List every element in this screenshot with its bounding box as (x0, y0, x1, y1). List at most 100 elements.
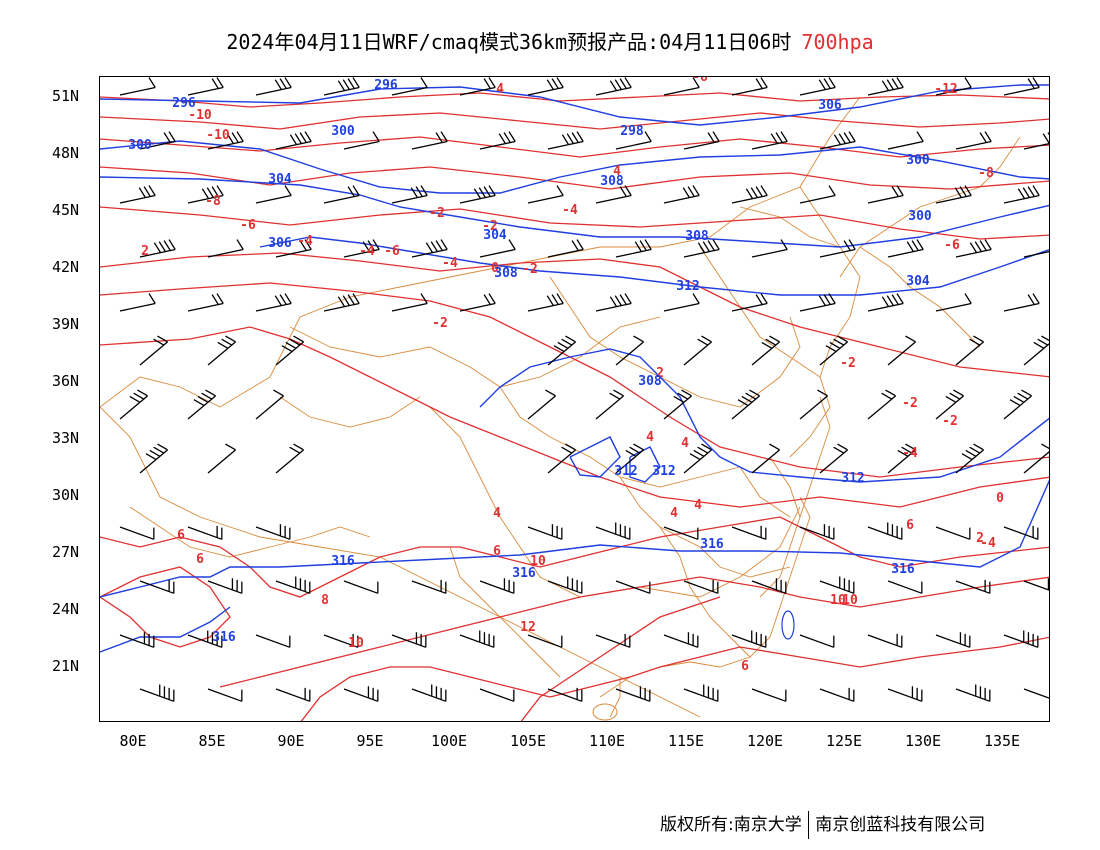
temperature-label: 10 (842, 593, 858, 608)
wind-barb (663, 77, 700, 96)
chart-title: 2024年04月11日WRF/cmaq模式36km预报产品:04月11日06时 7… (0, 26, 1100, 55)
wind-barb (119, 293, 156, 312)
wind-barb (615, 443, 644, 474)
temperature-label: 4 (670, 506, 678, 521)
wind-barb (547, 131, 584, 150)
temperature-label: -4 (297, 234, 313, 249)
temperature-contour (100, 206, 1049, 240)
wind-barb (1003, 77, 1040, 96)
wind-barb (595, 389, 624, 420)
lon-label-80E: 80E (119, 732, 147, 750)
wind-barb (819, 131, 856, 150)
wind-barb (663, 632, 699, 648)
wind-barb (1023, 578, 1049, 594)
wind-barb (343, 131, 380, 150)
temperature-contour (219, 576, 1049, 688)
boundary-line (659, 526, 751, 658)
wind-barb (139, 239, 176, 258)
wind-barb (683, 335, 712, 366)
geopotential-label: 308 (600, 174, 624, 189)
geopotential-label: 316 (700, 537, 724, 552)
temperature-label: 12 (520, 620, 536, 635)
wind-barb (139, 443, 168, 474)
geopotential-label: 306 (268, 236, 292, 251)
wind-barb (887, 131, 924, 150)
geopotential-contour (100, 176, 1049, 248)
wind-barb (935, 526, 971, 540)
geopotential-label: 308 (685, 229, 709, 244)
wind-barb (527, 524, 563, 540)
wind-barb (547, 576, 583, 594)
lat-label-33N: 33N (52, 429, 80, 447)
wind-barb (343, 686, 379, 702)
wind-barb (935, 632, 971, 648)
wind-barb (683, 131, 720, 150)
wind-barb (343, 239, 380, 258)
wind-barb (799, 389, 828, 420)
wind-barb (323, 185, 360, 204)
wind-barb (1023, 688, 1049, 702)
wind-barb (411, 579, 447, 594)
wind-barb (255, 634, 291, 648)
wind-barb (955, 443, 984, 474)
title-text: 2024年04月11日WRF/cmaq模式36km预报产品:04月11日06时 (226, 30, 792, 54)
geopotential-contour (100, 84, 1049, 126)
wind-barb (275, 443, 304, 474)
wind-barb (1023, 443, 1049, 474)
geopotential-label: 300 (128, 138, 152, 153)
geopotential-label: 312 (652, 464, 675, 479)
wind-barb (683, 443, 712, 474)
wind-barb (935, 293, 972, 312)
wind-barb (323, 77, 360, 96)
temperature-label: -2 (429, 206, 445, 221)
geopotential-label: 308 (494, 266, 518, 281)
temperature-label: 2 (656, 366, 664, 381)
lat-label-24N: 24N (52, 600, 80, 618)
wind-barb (615, 131, 652, 150)
wind-barb (119, 526, 155, 540)
wind-barb (527, 293, 564, 312)
wind-barb (731, 389, 760, 420)
temperature-contour (100, 136, 1049, 158)
temperature-label: -2 (432, 316, 448, 331)
temperature-label: 2 (141, 244, 149, 259)
wind-barb (411, 239, 448, 258)
wind-barb (527, 634, 563, 648)
lon-label-85E: 85E (198, 732, 226, 750)
wind-barb (1003, 389, 1032, 420)
hainan-outline (592, 703, 618, 721)
wind-barb (119, 389, 148, 420)
temperature-label: -2 (840, 356, 856, 371)
lon-label-135E: 135E (983, 732, 1021, 750)
wind-barb (615, 239, 652, 258)
temperature-contour (100, 566, 231, 648)
geopotential-contour (569, 436, 621, 478)
boundary-line (599, 496, 811, 698)
wind-barb (955, 131, 992, 150)
wind-barb (207, 443, 236, 474)
footer-right: 南京创蓝科技有限公司 (815, 815, 986, 835)
lon-label-105E: 105E (509, 732, 547, 750)
copyright-footer: 版权所有:南京大学 南京创蓝科技有限公司 (660, 810, 985, 839)
geopotential-label: 316 (331, 554, 355, 569)
wind-barb (459, 630, 495, 648)
wind-barb (391, 293, 428, 312)
wind-barb (731, 185, 768, 204)
geopotential-label: 308 (638, 374, 662, 389)
boundary-line (129, 506, 371, 558)
lat-label-39N: 39N (52, 315, 80, 333)
geopotential-label: 300 (331, 124, 355, 139)
temperature-label: 6 (177, 528, 185, 543)
lat-label-51N: 51N (52, 87, 80, 105)
wind-barb (663, 526, 699, 540)
lon-label-100E: 100E (430, 732, 468, 750)
wind-barb (935, 77, 972, 96)
boundary-line (100, 406, 701, 718)
lat-label-27N: 27N (52, 543, 80, 561)
wind-barb (187, 389, 216, 420)
wind-barb (187, 185, 224, 204)
wind-barb (867, 633, 903, 648)
lon-label-130E: 130E (904, 732, 942, 750)
wind-barb (479, 578, 515, 594)
temperature-label: -4 (980, 536, 996, 551)
